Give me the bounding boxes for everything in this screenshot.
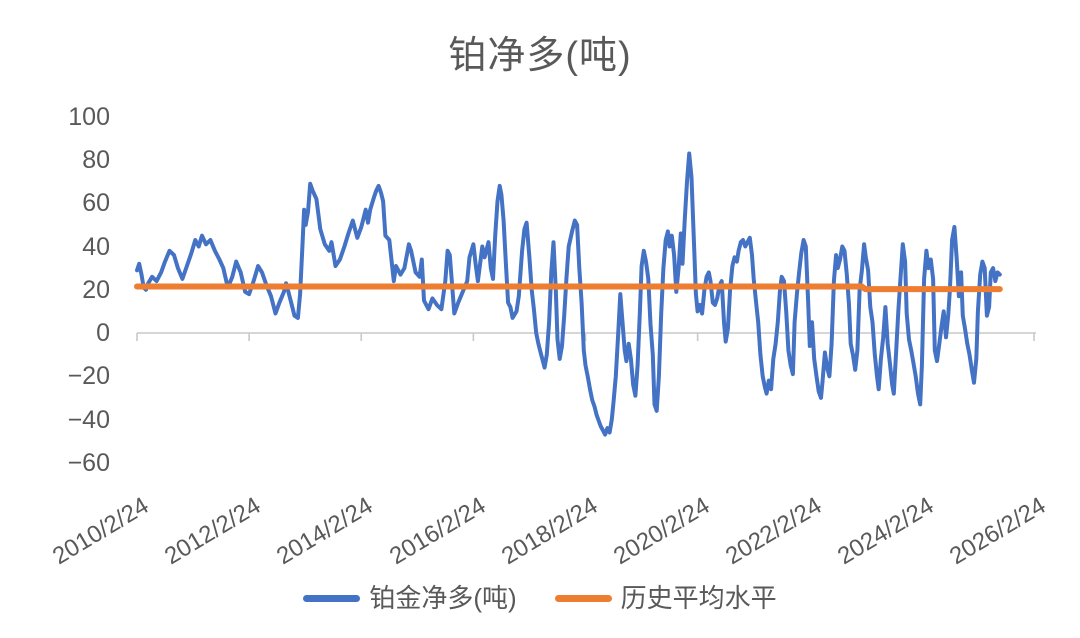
platinum-line-swatch: [303, 594, 361, 602]
legend-label-historical-average: 历史平均水平: [620, 583, 777, 613]
y-axis-tick-label: −60: [67, 448, 110, 477]
y-axis-tick-label: 100: [68, 102, 110, 131]
average-line-swatch: [554, 594, 612, 602]
y-axis-tick-label: 80: [82, 146, 110, 174]
y-axis-tick-label: 0: [96, 319, 110, 347]
historical-average-line: [134, 283, 1003, 293]
platinum-net-long-line: [135, 151, 1002, 437]
chart-title: 铂净多(吨): [448, 35, 632, 77]
legend-label-platinum-net-long: 铂金净多(吨): [369, 583, 517, 613]
legend: 铂金净多(吨) 历史平均水平: [0, 583, 1080, 613]
y-axis-tick-label: 40: [82, 232, 110, 261]
y-axis-tick-label: 60: [82, 189, 110, 218]
y-axis-tick-label: 20: [82, 275, 110, 304]
y-axis-tick-label: −40: [67, 405, 110, 434]
legend-item-historical-average: 历史平均水平: [554, 583, 777, 613]
legend-item-platinum-net-long: 铂金净多(吨): [303, 583, 517, 613]
y-axis-tick-label: −20: [67, 362, 110, 391]
